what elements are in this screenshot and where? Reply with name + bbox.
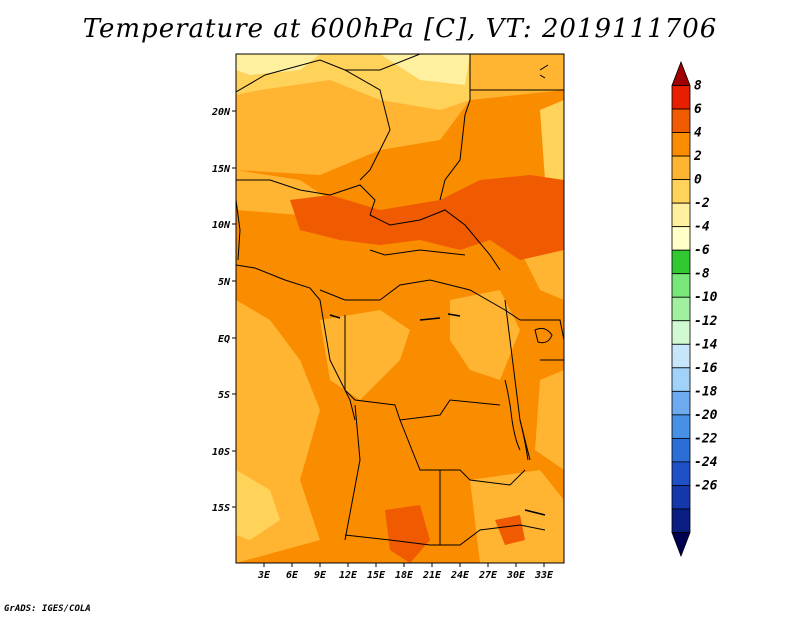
field-congo-west	[320, 310, 410, 400]
y-axis: 20N 15N 10N 5N EQ 5S 10S 15S	[211, 107, 236, 514]
field-libya	[380, 54, 470, 85]
colorbar-segment	[671, 320, 691, 345]
y-tick-label: 5S	[218, 390, 230, 401]
colorbar-segment	[671, 85, 691, 110]
map-title: Temperature at 600hPa [C], VT: 201911170…	[82, 14, 718, 44]
x-tick-label: 21E	[422, 570, 442, 581]
colorbar-label: 2	[693, 149, 702, 164]
colorbar-label: -6	[694, 243, 710, 258]
colorbar-label: -8	[694, 267, 710, 282]
colorbar-segment	[671, 155, 691, 181]
colorbar-segment	[671, 367, 691, 392]
colorbar-segment	[671, 390, 691, 416]
colorbar-segment	[671, 108, 691, 133]
x-tick-label: 33E	[534, 570, 554, 581]
y-tick-label: 15S	[212, 503, 230, 514]
colorbar-label: 6	[694, 102, 702, 117]
colorbar-label: -18	[694, 384, 718, 399]
field-mozambique	[495, 515, 525, 545]
colorbar-segment	[671, 485, 691, 510]
field-botswana	[385, 505, 430, 563]
x-tick-label: 27E	[478, 570, 498, 581]
x-tick-label: 24E	[450, 570, 470, 581]
colorbar-segment	[671, 132, 691, 157]
colorbar-label: -2	[694, 196, 710, 211]
colorbar-segment	[671, 508, 691, 533]
y-tick-label: 10N	[212, 220, 231, 231]
x-tick-label: 3E	[257, 570, 271, 581]
map-frame	[235, 53, 565, 564]
temperature-field	[236, 54, 564, 563]
colorbar-label: -14	[694, 337, 718, 352]
field-north-band	[236, 54, 564, 175]
field-east-africa	[535, 370, 564, 470]
colorbar-label: 8	[694, 79, 702, 94]
colorbar-label: -20	[694, 408, 718, 423]
x-tick-label: 12E	[339, 570, 358, 581]
colorbar-segment	[671, 179, 691, 204]
colorbar-segment	[671, 202, 691, 228]
x-tick-label: 15E	[367, 570, 386, 581]
field-southwest	[236, 470, 280, 540]
colorbar-segment	[671, 414, 691, 439]
y-tick-label: 20N	[211, 107, 231, 118]
x-tick-label: 30E	[506, 570, 526, 581]
colorbar-label: -4	[694, 220, 710, 235]
grads-credit: GrADS: IGES/COLA	[4, 604, 91, 614]
field-red-sea	[540, 100, 564, 200]
colorbar-bottom-triangle	[671, 532, 691, 558]
colorbar-label: 0	[694, 173, 702, 188]
colorbar-label: -26	[694, 478, 718, 493]
colorbar-segment	[671, 461, 691, 486]
colorbar-label: -10	[694, 290, 718, 305]
colorbar: 8 6 4 2 0 -2 -4 -6 -8 -10 -12 -14 -16 -18 -20 -22 -24 -26	[671, 60, 718, 558]
y-tick-label: 15N	[212, 164, 231, 175]
colorbar-segment	[671, 343, 691, 369]
colorbar-segment	[671, 273, 691, 298]
x-tick-label: 9E	[314, 570, 327, 581]
colorbar-label: 4	[694, 126, 702, 141]
x-tick-label: 6E	[286, 570, 299, 581]
country-boundaries	[236, 54, 564, 546]
y-tick-label: EQ	[218, 334, 230, 345]
colorbar-label: -12	[694, 314, 718, 329]
y-tick-label: 5N	[218, 277, 231, 288]
colorbar-segment	[671, 437, 691, 463]
colorbar-segment	[671, 296, 691, 322]
colorbar-label: -24	[694, 455, 718, 470]
y-tick-label: 10S	[212, 447, 230, 458]
colorbar-segment	[671, 226, 691, 251]
colorbar-segment	[671, 249, 691, 275]
x-axis: 3E 6E 9E 12E 15E 18E 21E 24E 27E 30E 33E	[257, 563, 554, 581]
colorbar-top-triangle	[671, 60, 691, 86]
field-northwest	[236, 54, 320, 75]
field-congo-east	[450, 290, 520, 380]
colorbar-label: -16	[694, 361, 718, 376]
x-tick-label: 18E	[395, 570, 414, 581]
colorbar-label: -22	[694, 431, 718, 446]
